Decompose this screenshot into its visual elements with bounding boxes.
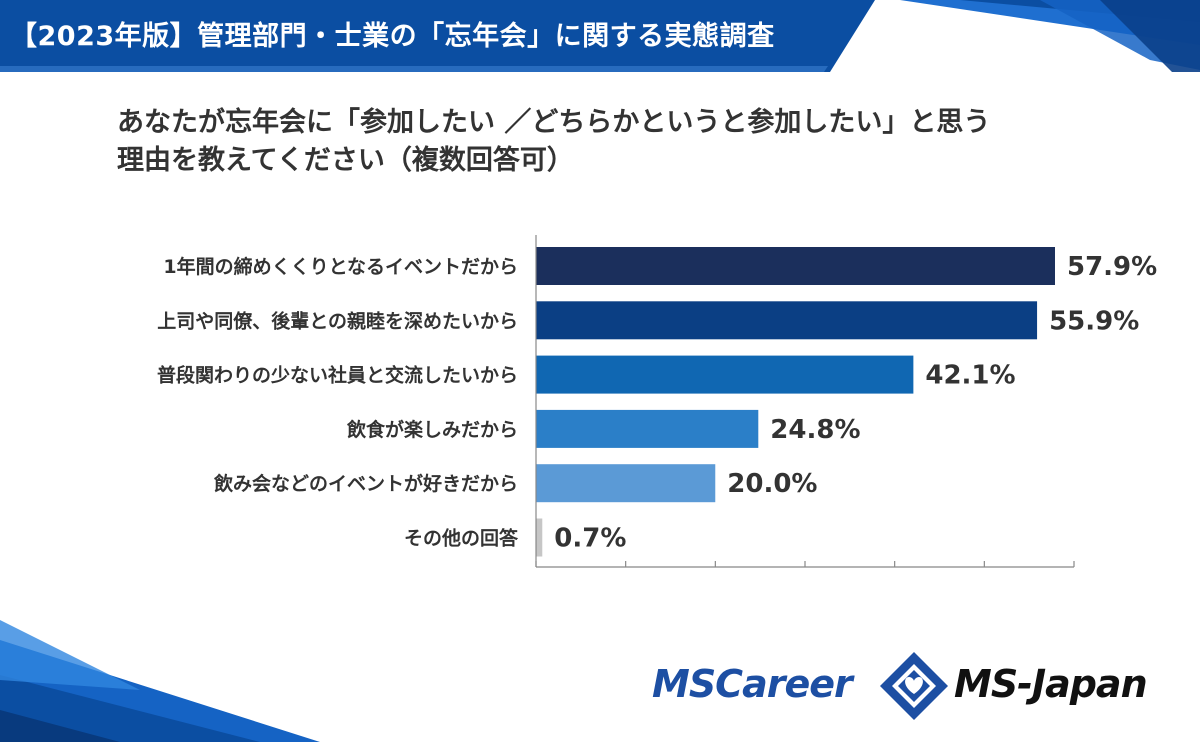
- bar-2: [536, 355, 914, 394]
- value-label-2: 42.1%: [925, 361, 1015, 391]
- value-label-3: 24.8%: [770, 415, 860, 445]
- category-label-2: 普段関わりの少ない社員と交流したいから: [157, 364, 518, 387]
- value-label-5: 0.7%: [554, 524, 626, 554]
- header-banner: [0, 0, 1200, 72]
- logo-area: MSCareer MS-Japan: [650, 648, 1170, 728]
- bar-0: [536, 247, 1055, 285]
- category-label-3: 飲食が楽しみだから: [346, 418, 518, 441]
- msjapan-logo: MS-Japan: [954, 662, 1148, 706]
- bar-4: [536, 464, 716, 503]
- category-label-4: 飲み会などのイベントが好きだから: [213, 472, 518, 495]
- question-line-1: あなたが忘年会に「参加したい ／どちらかというと参加したい」と思う: [117, 107, 991, 138]
- ms-diamond-heart-icon: [880, 652, 948, 720]
- value-label-1: 55.9%: [1049, 306, 1139, 336]
- bar-1: [536, 301, 1038, 340]
- bar-3: [536, 409, 759, 448]
- value-label-0: 57.9%: [1067, 252, 1157, 282]
- mscareer-logo: MSCareer: [652, 662, 853, 706]
- question-line-2: 理由を教えてください（複数回答可）: [117, 145, 574, 176]
- bar-chart: 1年間の締めくくりとなるイベントだから 57.9% 上司や同僚、後輩との親睦を深めた…: [157, 235, 1157, 568]
- category-label-0: 1年間の締めくくりとなるイベントだから: [163, 255, 518, 278]
- category-label-1: 上司や同僚、後輩との親睦を深めたいから: [157, 309, 518, 332]
- header-title: 【2023年版】管理部門・士業の「忘年会」に関する実態調査: [10, 21, 775, 52]
- bottom-left-decoration: [0, 620, 320, 742]
- question-text: あなたが忘年会に「参加したい ／どちらかというと参加したい」と思う 理由を教えて…: [117, 104, 1117, 180]
- category-label-5: その他の回答: [404, 527, 519, 550]
- bar-5: [536, 518, 543, 557]
- value-label-4: 20.0%: [727, 469, 817, 499]
